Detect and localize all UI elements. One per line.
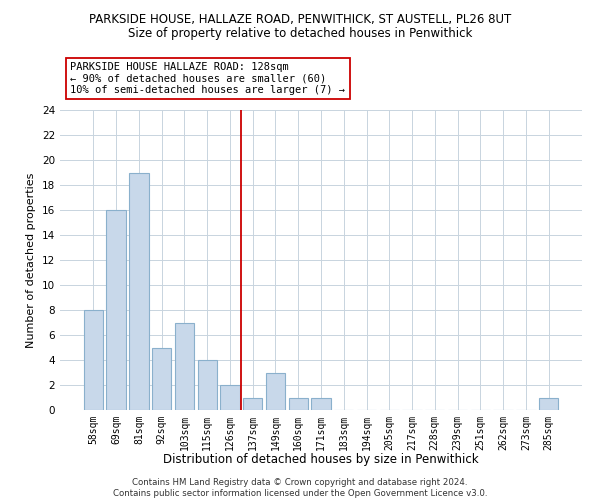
- Y-axis label: Number of detached properties: Number of detached properties: [26, 172, 37, 348]
- Bar: [129, 172, 149, 410]
- Text: Contains HM Land Registry data © Crown copyright and database right 2024.
Contai: Contains HM Land Registry data © Crown c…: [113, 478, 487, 498]
- Bar: [84, 310, 103, 410]
- Bar: [106, 210, 126, 410]
- Bar: [243, 398, 262, 410]
- Text: Distribution of detached houses by size in Penwithick: Distribution of detached houses by size …: [163, 452, 479, 466]
- Text: Size of property relative to detached houses in Penwithick: Size of property relative to detached ho…: [128, 28, 472, 40]
- Text: PARKSIDE HOUSE, HALLAZE ROAD, PENWITHICK, ST AUSTELL, PL26 8UT: PARKSIDE HOUSE, HALLAZE ROAD, PENWITHICK…: [89, 12, 511, 26]
- Bar: [289, 398, 308, 410]
- Bar: [152, 348, 172, 410]
- Bar: [266, 372, 285, 410]
- Bar: [311, 398, 331, 410]
- Text: PARKSIDE HOUSE HALLAZE ROAD: 128sqm
← 90% of detached houses are smaller (60)
10: PARKSIDE HOUSE HALLAZE ROAD: 128sqm ← 90…: [70, 62, 346, 95]
- Bar: [197, 360, 217, 410]
- Bar: [175, 322, 194, 410]
- Bar: [220, 385, 239, 410]
- Bar: [539, 398, 558, 410]
